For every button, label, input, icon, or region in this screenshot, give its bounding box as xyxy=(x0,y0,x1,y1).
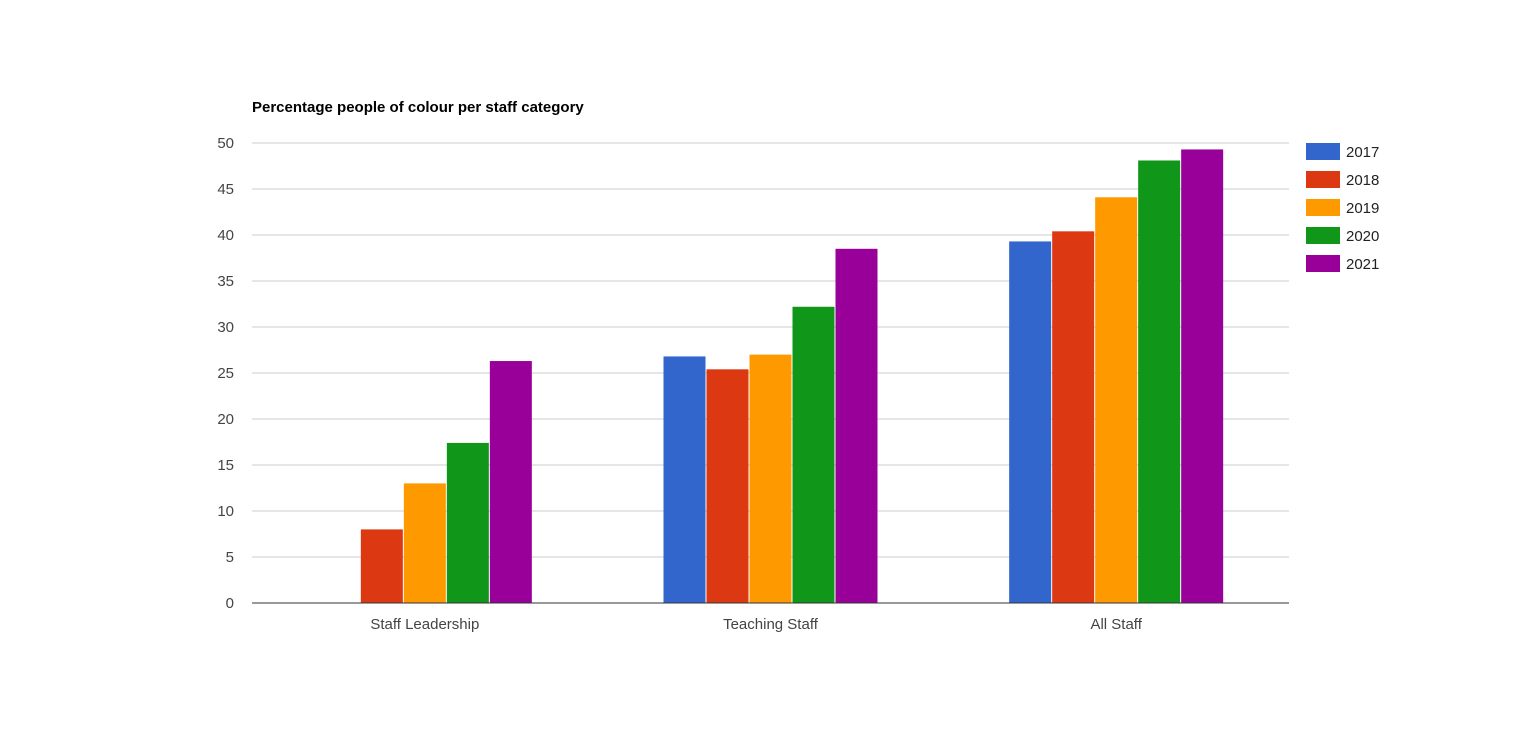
legend-swatch-2018 xyxy=(1306,171,1340,188)
bar-2018-1[interactable] xyxy=(706,369,749,603)
bar-2019-2[interactable] xyxy=(1095,197,1138,603)
y-tick-label: 45 xyxy=(217,181,234,198)
bar-2021-2[interactable] xyxy=(1181,149,1224,603)
legend: 2017 2018 2019 2020 2021 xyxy=(1306,143,1379,273)
bars xyxy=(360,149,1224,604)
y-tick-label: 15 xyxy=(217,457,234,474)
legend-label-2020: 2020 xyxy=(1346,228,1379,245)
bar-2020-0[interactable] xyxy=(446,442,489,603)
axes: 0 5 10 15 20 25 30 35 40 45 50 Staff Leadership Teac… xyxy=(217,135,1289,633)
bar-2017-2[interactable] xyxy=(1009,241,1052,603)
y-tick-label: 35 xyxy=(217,273,234,290)
legend-label-2018: 2018 xyxy=(1346,172,1379,189)
y-tick-label: 5 xyxy=(226,549,234,566)
legend-swatch-2017 xyxy=(1306,143,1340,160)
bar-2020-1[interactable] xyxy=(792,306,835,603)
x-tick-label: All Staff xyxy=(1090,616,1142,633)
bar-2018-2[interactable] xyxy=(1052,231,1095,603)
bar-2021-0[interactable] xyxy=(489,361,532,603)
y-tick-label: 20 xyxy=(217,411,234,428)
bar-2018-0[interactable] xyxy=(360,529,403,603)
y-tick-label: 50 xyxy=(217,135,234,152)
y-tick-label: 30 xyxy=(217,319,234,336)
legend-label-2021: 2021 xyxy=(1346,256,1379,273)
bar-2017-1[interactable] xyxy=(663,356,706,603)
legend-swatch-2020 xyxy=(1306,227,1340,244)
legend-label-2019: 2019 xyxy=(1346,200,1379,217)
bar-2021-1[interactable] xyxy=(835,248,878,604)
bar-2019-0[interactable] xyxy=(403,483,446,603)
y-tick-label: 0 xyxy=(226,595,234,612)
legend-label-2017: 2017 xyxy=(1346,144,1379,161)
y-tick-label: 10 xyxy=(217,503,234,520)
bar-2020-2[interactable] xyxy=(1138,160,1181,604)
x-tick-label: Teaching Staff xyxy=(723,616,819,633)
chart-title: Percentage people of colour per staff ca… xyxy=(252,99,584,116)
legend-swatch-2021 xyxy=(1306,255,1340,272)
y-tick-label: 40 xyxy=(217,227,234,244)
x-tick-label: Staff Leadership xyxy=(370,616,479,633)
legend-swatch-2019 xyxy=(1306,199,1340,216)
y-tick-label: 25 xyxy=(217,365,234,382)
bar-2019-1[interactable] xyxy=(749,354,792,603)
